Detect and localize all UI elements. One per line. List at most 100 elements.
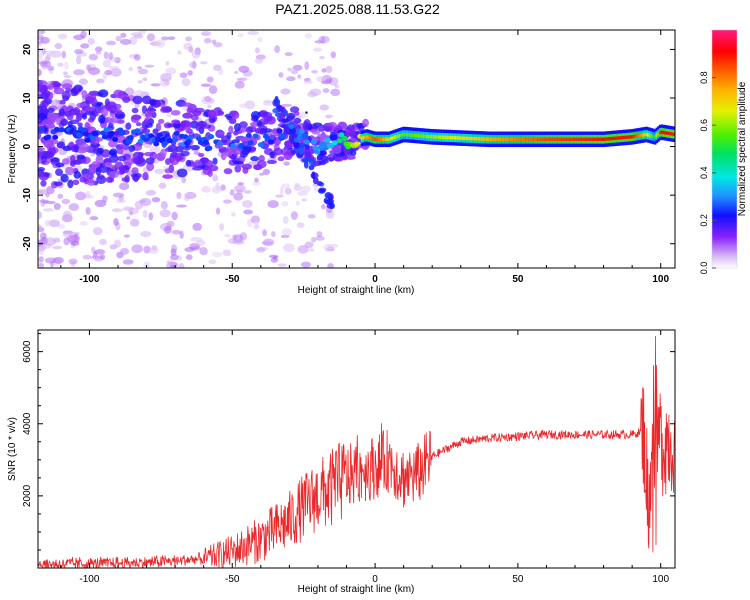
- spectral-blob: [142, 172, 149, 181]
- noise-blob: [187, 70, 193, 76]
- ridge-core: [535, 137, 539, 141]
- spectrogram-heatmap: [38, 30, 675, 268]
- ridge-core: [506, 137, 510, 141]
- ridge-blob: [216, 141, 223, 147]
- noise-blob: [177, 50, 182, 55]
- spectral-blob: [38, 146, 46, 152]
- colorbar-tick-label: 0.0: [699, 262, 709, 275]
- noise-blob: [330, 88, 341, 97]
- spectral-blob: [43, 151, 55, 159]
- noise-blob: [267, 200, 279, 209]
- spectral-blob: [108, 170, 119, 179]
- spectral-blob: [72, 179, 80, 186]
- ridge-core: [662, 130, 665, 135]
- noise-blob: [95, 51, 102, 55]
- noise-blob: [42, 208, 54, 212]
- ridge-core: [396, 134, 400, 139]
- ridge-blob: [353, 141, 360, 147]
- spectral-blob: [128, 145, 136, 152]
- ridge-blob: [112, 137, 119, 143]
- ridge-core: [631, 135, 635, 139]
- noise-blob: [136, 66, 142, 70]
- noise-blob: [40, 36, 50, 44]
- spectral-blob: [345, 154, 356, 160]
- ridge-core: [533, 137, 537, 141]
- ridge-core: [566, 137, 569, 141]
- noise-blob: [134, 103, 140, 108]
- noise-blob: [199, 61, 208, 65]
- noise-blob: [254, 57, 264, 64]
- ridge-blob: [257, 142, 264, 148]
- spectral-blob: [217, 111, 225, 116]
- noise-blob: [295, 200, 300, 206]
- ridge-blob: [91, 130, 98, 136]
- spectral-blob: [67, 179, 74, 189]
- ridge-core: [437, 135, 441, 139]
- spectral-blob: [76, 154, 86, 160]
- spectral-blob: [100, 107, 109, 117]
- spectral-blob: [47, 107, 55, 113]
- noise-blob: [281, 227, 292, 236]
- spectral-blob: [199, 120, 205, 130]
- ridge-core: [489, 137, 492, 141]
- ridge-core: [564, 137, 568, 141]
- spectral-blob: [224, 148, 233, 158]
- noise-blob: [212, 174, 219, 182]
- spectral-blob: [65, 166, 75, 176]
- ridge-blob: [45, 134, 52, 140]
- spectrogram-y-tick-label: -10: [22, 187, 33, 202]
- spectral-blob: [204, 160, 214, 168]
- ridge-core: [544, 137, 547, 141]
- noise-blob: [96, 78, 105, 84]
- ridge-core: [453, 136, 456, 140]
- ridge-blob: [312, 145, 319, 151]
- ridge-core: [554, 137, 557, 141]
- noise-blob: [277, 263, 287, 267]
- spectral-blob: [294, 111, 300, 116]
- spectral-blob: [323, 125, 333, 132]
- noise-blob: [244, 100, 256, 110]
- ridge-core: [496, 137, 499, 141]
- ridge-core: [542, 137, 546, 141]
- noise-blob: [72, 231, 80, 236]
- noise-blob: [44, 237, 56, 246]
- ridge-core: [568, 137, 571, 141]
- ridge-core: [501, 137, 504, 141]
- noise-blob: [38, 30, 43, 37]
- spectral-blob: [89, 97, 98, 106]
- noise-blob: [74, 191, 87, 201]
- ridge-core: [658, 130, 662, 135]
- ridge-core: [508, 137, 511, 141]
- noise-blob: [113, 239, 122, 248]
- spectral-blob: [218, 130, 225, 136]
- ridge-core: [449, 135, 453, 140]
- noise-blob: [117, 175, 124, 179]
- ridge-blob: [317, 145, 324, 151]
- spectral-blob: [59, 100, 66, 105]
- ridge-core: [420, 134, 424, 138]
- spectrogram-frame: [37, 29, 676, 269]
- ridge-core: [466, 136, 470, 141]
- noise-blob: [38, 68, 42, 77]
- spectral-blob: [66, 111, 74, 121]
- ridge-blob: [336, 138, 343, 144]
- spectral-blob: [157, 118, 165, 124]
- noise-blob: [142, 77, 148, 82]
- spectral-blob: [180, 120, 187, 128]
- ridge-blob: [161, 141, 168, 147]
- noise-blob: [148, 212, 154, 221]
- spectral-blob: [104, 162, 113, 168]
- spectral-blob: [143, 117, 150, 126]
- ridge-blob: [247, 140, 254, 146]
- spectral-blob: [131, 107, 139, 114]
- noise-blob: [315, 236, 325, 241]
- colorbar-tick-label: 0.8: [699, 71, 709, 84]
- spectral-blob: [220, 151, 227, 161]
- snr-x-tick-label: 100: [652, 574, 669, 585]
- ridge-blob: [304, 139, 311, 145]
- ridge-core: [434, 135, 438, 139]
- ridge-core: [446, 135, 450, 140]
- noise-blob: [199, 247, 208, 256]
- spectral-blob: [130, 114, 140, 124]
- ridge-core: [415, 133, 419, 138]
